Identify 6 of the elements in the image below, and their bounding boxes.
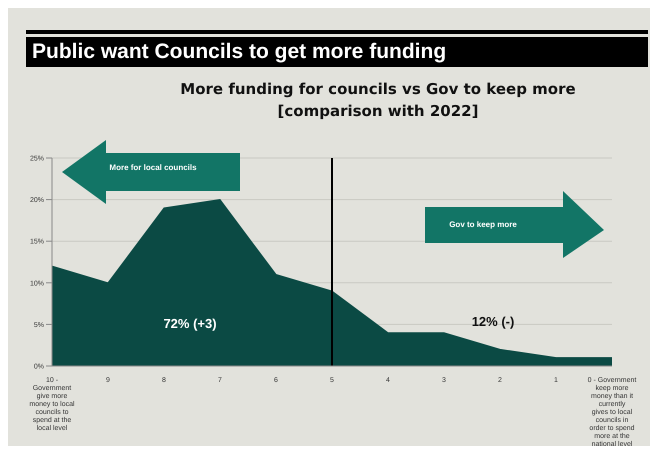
chart-subtitle: More funding for councils vs Gov to keep more [comparison with 2022]: [179, 79, 577, 122]
annotation: Gov to keep more: [449, 220, 518, 229]
chart-title: Public want Councils to get more funding: [26, 37, 648, 67]
annotation: 12% (-): [472, 314, 514, 329]
annotation: More for local councils: [109, 163, 198, 172]
annotation: 72% (+3): [163, 316, 217, 331]
